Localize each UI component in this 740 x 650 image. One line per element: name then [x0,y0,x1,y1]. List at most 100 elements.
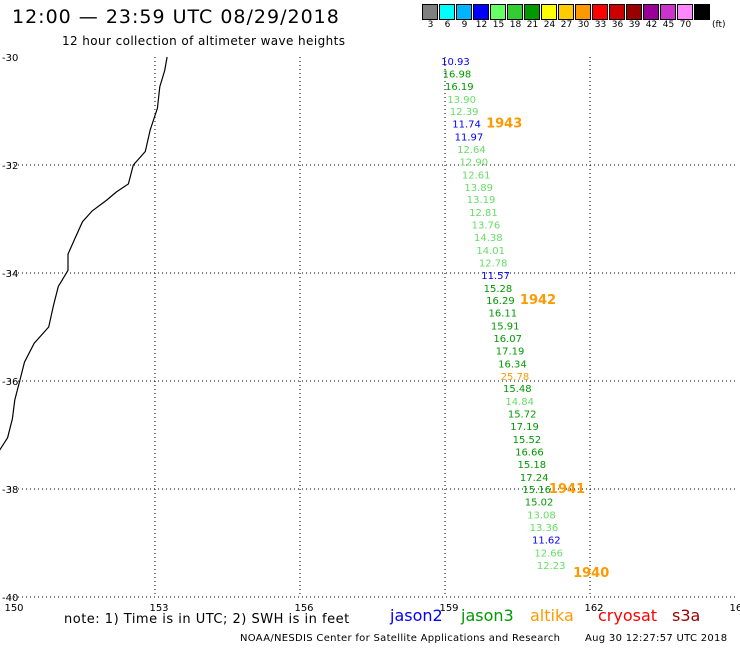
wave-height-label: 13.76 [472,221,501,232]
time-label: 1942 [520,293,556,308]
wave-height-label: 16.07 [493,334,522,345]
legend-label: 39 [628,20,641,30]
satellite-legend-jason3: jason3 [461,606,514,625]
legend-label: 36 [611,20,624,30]
wave-height-label: 15.91 [491,322,520,333]
legend-label: 27 [560,20,573,30]
legend-swatch [490,4,506,20]
wave-height-label: 17.24 [520,473,549,484]
legend-swatch [677,4,693,20]
lat-tick-label: -38 [2,485,18,496]
wave-height-label: 14.01 [476,246,505,257]
wave-height-label: 13.36 [530,523,559,534]
wave-height-label: 12.61 [462,170,491,181]
page-title: 12:00 — 23:59 UTC 08/29/2018 [12,6,340,28]
legend-label: 6 [444,20,451,30]
legend-swatch [507,4,523,20]
satellite-legend-cryosat: cryosat [598,606,658,625]
lat-tick-label: -32 [2,161,18,172]
wave-height-label: 16.19 [445,82,474,93]
lon-tick-label: 150 [4,603,23,614]
wave-height-label: 15.48 [503,384,532,395]
legend-swatch [439,4,455,20]
color-legend: 3 6 9 12 15 18 21 24 27 30 33 36 39 42 45 70 (ft) [422,4,726,30]
legend-swatch [609,4,625,20]
wave-height-label: 11.62 [532,535,561,546]
wave-height-label: 16.29 [486,296,515,307]
time-label: 1941 [549,482,585,497]
wave-height-label: 11.97 [455,133,484,144]
legend-swatch-row [422,4,726,20]
wave-height-label: 13.19 [467,195,496,206]
legend-label: 15 [492,20,505,30]
wave-height-label: 11.57 [481,271,510,282]
credit-text: NOAA/NESDIS Center for Satellite Applica… [240,633,561,644]
legend-swatch [524,4,540,20]
wave-height-label: 12.23 [537,561,566,572]
wave-height-label: 15.52 [513,435,542,446]
legend-swatch [660,4,676,20]
legend-label: 33 [594,20,607,30]
footer-note: note: 1) Time is in UTC; 2) SWH is in fe… [64,612,350,627]
legend-swatch [575,4,591,20]
wave-height-label: 16.98 [443,69,472,80]
legend-label: 12 [475,20,488,30]
legend-label: 24 [543,20,556,30]
satellite-legend-jason2: jason2 [390,606,443,625]
wave-height-label: 25.78 [501,372,530,383]
legend-label: 18 [509,20,522,30]
lat-tick-label: -36 [2,377,18,388]
generated-timestamp: Aug 30 12:27:57 UTC 2018 [585,633,728,644]
wave-height-label: 15.18 [518,460,547,471]
legend-swatch [422,4,438,20]
wave-height-label: 14.84 [505,397,534,408]
wave-height-label: 12.66 [534,548,563,559]
wave-height-label: 13.08 [527,511,556,522]
legend-label: 9 [461,20,468,30]
lon-tick-label: 162 [584,603,603,614]
wave-height-label: 12.90 [460,157,489,168]
wave-height-label: 11.74 [452,120,481,131]
wave-height-label: 15.72 [508,410,537,421]
lon-tick-label: 165 [729,603,740,614]
legend-swatch [541,4,557,20]
page-subtitle: 12 hour collection of altimeter wave hei… [62,34,346,48]
wave-height-label: 15.28 [484,284,513,295]
wave-height-label: 16.34 [498,359,527,370]
time-label: 1943 [486,117,522,132]
legend-label: 45 [662,20,675,30]
lon-tick-label: 159 [439,603,458,614]
satellite-legend-altika: altika [530,606,574,625]
legend-swatch [694,4,710,20]
wave-height-label: 12.64 [457,145,486,156]
legend-label-row: 3 6 9 12 15 18 21 24 27 30 33 36 39 42 45 70 (ft) [422,20,726,30]
wave-height-label: 17.19 [496,346,525,357]
lat-tick-label: -30 [2,53,18,64]
wave-height-label: 13.90 [447,95,476,106]
legend-label: 3 [427,20,434,30]
wave-height-label: 15.16 [522,485,551,496]
coastline [0,56,168,451]
satellite-legend-s3a: s3a [672,606,701,625]
wave-height-label: 12.39 [450,107,479,118]
wave-height-label: 12.78 [479,258,508,269]
legend-swatch [626,4,642,20]
time-label: 1940 [573,566,609,581]
legend-swatch [456,4,472,20]
legend-label: 42 [645,20,658,30]
wave-height-label: 14.38 [474,233,503,244]
wave-height-label: 16.11 [489,309,518,320]
lat-tick-label: -40 [2,593,18,604]
legend-swatch [643,4,659,20]
legend-label: 30 [577,20,590,30]
legend-swatch [558,4,574,20]
wave-height-label: 10.93 [441,57,470,68]
lon-tick-label: 156 [294,603,313,614]
wave-height-label: 16.66 [515,447,544,458]
lon-tick-label: 153 [149,603,168,614]
legend-swatch [592,4,608,20]
legend-label: 70 [679,20,692,30]
wave-height-label: 13.89 [464,183,493,194]
lat-tick-label: -34 [2,269,18,280]
